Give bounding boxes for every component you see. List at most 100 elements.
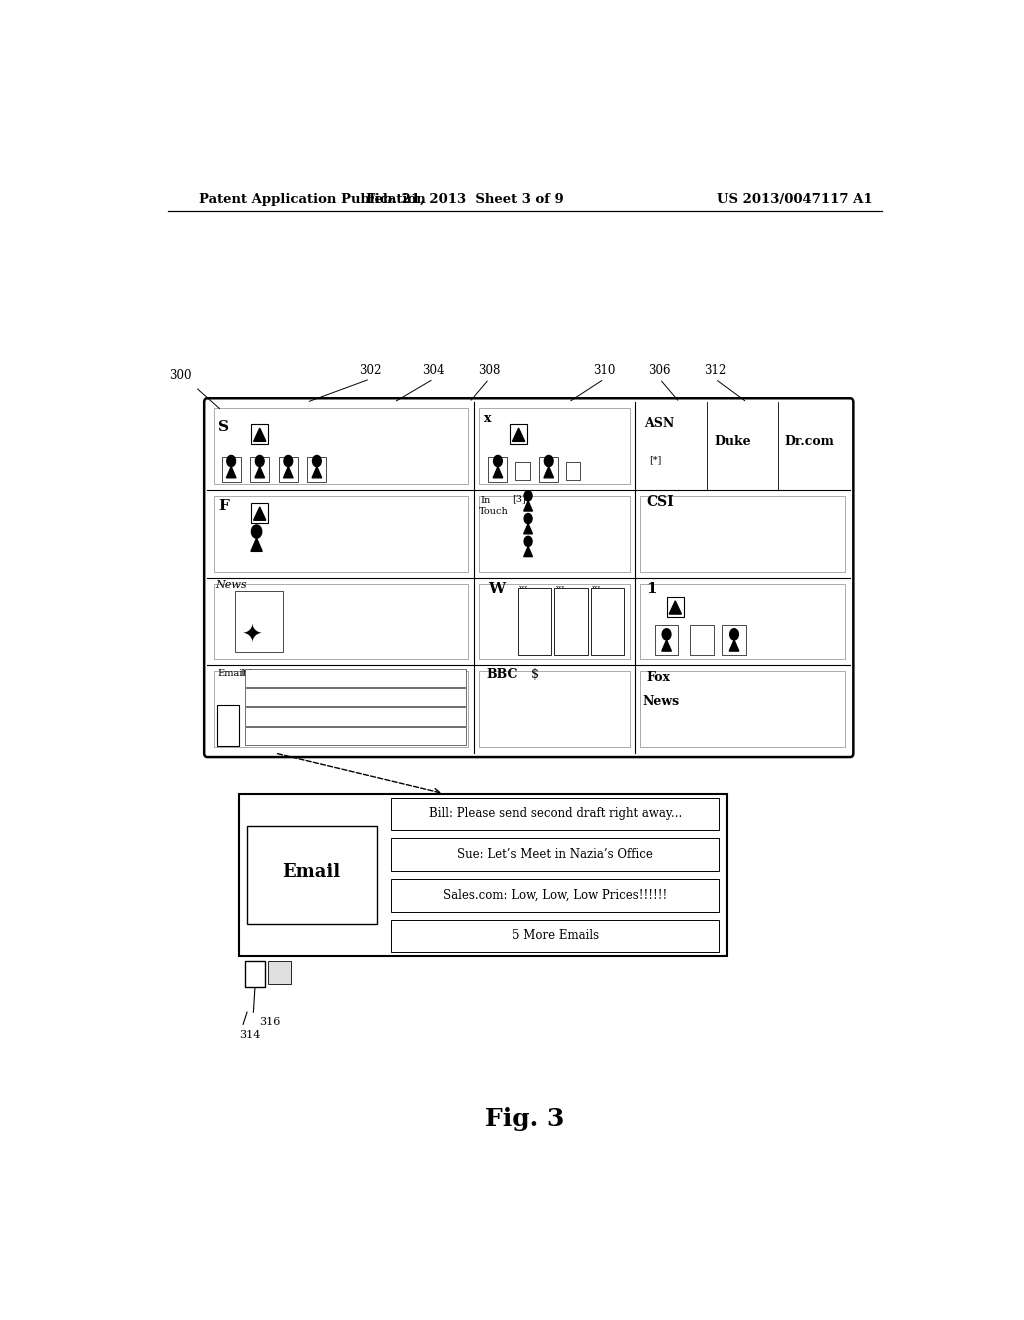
Polygon shape: [512, 428, 524, 441]
Polygon shape: [255, 467, 264, 478]
Bar: [217, 705, 239, 746]
Text: Sue ———————————: Sue ———————————: [249, 696, 341, 704]
Text: 316: 316: [259, 1018, 281, 1027]
Bar: [591, 587, 624, 655]
Text: 308: 308: [478, 364, 501, 378]
Bar: [554, 587, 588, 655]
Text: drAcc.com ——————————: drAcc.com ——————————: [249, 714, 359, 722]
Text: 5 More Emails: 5 More Emails: [249, 734, 300, 742]
Text: 302: 302: [358, 364, 381, 378]
Polygon shape: [544, 467, 554, 478]
Circle shape: [312, 455, 322, 467]
Bar: [391, 920, 719, 952]
Bar: [488, 458, 508, 482]
Bar: [640, 496, 846, 572]
Bar: [246, 961, 265, 987]
Polygon shape: [254, 428, 266, 441]
Text: 1: 1: [646, 582, 656, 597]
Bar: [566, 462, 581, 480]
Bar: [510, 424, 527, 445]
Text: US 2013/0047117 A1: US 2013/0047117 A1: [717, 193, 872, 206]
Text: [*]: [*]: [649, 455, 662, 463]
Text: In: In: [480, 496, 490, 506]
Polygon shape: [670, 601, 681, 614]
Text: Email: Email: [282, 863, 340, 880]
Bar: [518, 587, 551, 655]
Text: xxx: xxx: [592, 585, 601, 590]
Text: ASN: ASN: [644, 417, 675, 430]
Text: Bill: Please send second draft right away...: Bill: Please send second draft right awa…: [428, 808, 682, 821]
Polygon shape: [523, 546, 532, 557]
Text: xxx: xxx: [556, 585, 565, 590]
Bar: [246, 669, 466, 688]
Text: Email: Email: [218, 669, 246, 678]
Text: Fig. 3: Fig. 3: [485, 1107, 564, 1131]
Bar: [391, 838, 719, 871]
Polygon shape: [662, 640, 672, 651]
Bar: [654, 624, 679, 655]
Bar: [722, 624, 745, 655]
Bar: [391, 797, 719, 830]
Text: 306: 306: [648, 364, 671, 378]
Bar: [640, 672, 846, 747]
Bar: [214, 408, 468, 484]
Text: 304: 304: [422, 364, 444, 378]
Bar: [251, 503, 268, 523]
Text: S: S: [218, 420, 229, 434]
Bar: [247, 826, 377, 924]
Text: Fox: Fox: [646, 671, 670, 684]
Bar: [246, 688, 466, 706]
Text: Dr.com: Dr.com: [784, 436, 835, 449]
Text: [8]: [8]: [241, 668, 253, 676]
Bar: [479, 672, 630, 747]
Bar: [640, 583, 846, 659]
Circle shape: [252, 525, 262, 539]
Polygon shape: [729, 640, 739, 651]
Circle shape: [545, 455, 553, 467]
Text: Feb. 21, 2013  Sheet 3 of 9: Feb. 21, 2013 Sheet 3 of 9: [367, 193, 564, 206]
Text: 5 More Emails: 5 More Emails: [512, 929, 599, 942]
Text: W: W: [488, 582, 506, 597]
Bar: [221, 458, 241, 482]
Polygon shape: [251, 539, 262, 552]
Bar: [690, 624, 714, 655]
FancyBboxPatch shape: [204, 399, 853, 758]
Bar: [246, 727, 466, 744]
Bar: [240, 793, 727, 956]
Bar: [667, 597, 684, 618]
Bar: [214, 672, 468, 747]
Circle shape: [730, 628, 738, 640]
Bar: [479, 583, 630, 659]
Circle shape: [524, 491, 532, 500]
Bar: [279, 458, 298, 482]
Polygon shape: [226, 467, 236, 478]
Bar: [479, 408, 630, 484]
Text: Patent Application Publication: Patent Application Publication: [200, 193, 426, 206]
Bar: [214, 496, 468, 572]
Bar: [267, 961, 292, 983]
Text: x: x: [483, 412, 492, 425]
Text: Duke: Duke: [715, 436, 752, 449]
Polygon shape: [284, 467, 293, 478]
Bar: [307, 458, 327, 482]
Text: [3]: [3]: [512, 495, 526, 503]
Circle shape: [494, 455, 503, 467]
Text: Bill ————————————————: Bill ————————————————: [249, 676, 375, 684]
Circle shape: [663, 628, 671, 640]
Polygon shape: [254, 507, 266, 520]
Circle shape: [524, 513, 532, 524]
Text: F: F: [218, 499, 229, 512]
Text: Sue: Let’s Meet in Nazia’s Office: Sue: Let’s Meet in Nazia’s Office: [457, 849, 653, 861]
Polygon shape: [312, 467, 322, 478]
Bar: [540, 458, 558, 482]
Text: xxx: xxx: [519, 585, 528, 590]
Text: Touch: Touch: [479, 507, 509, 516]
Polygon shape: [494, 467, 503, 478]
Text: ✦: ✦: [242, 623, 262, 647]
Bar: [250, 458, 269, 482]
Circle shape: [284, 455, 293, 467]
Text: 310: 310: [593, 364, 615, 378]
Bar: [515, 462, 529, 480]
Polygon shape: [523, 500, 532, 511]
Text: BBC: BBC: [486, 668, 517, 681]
